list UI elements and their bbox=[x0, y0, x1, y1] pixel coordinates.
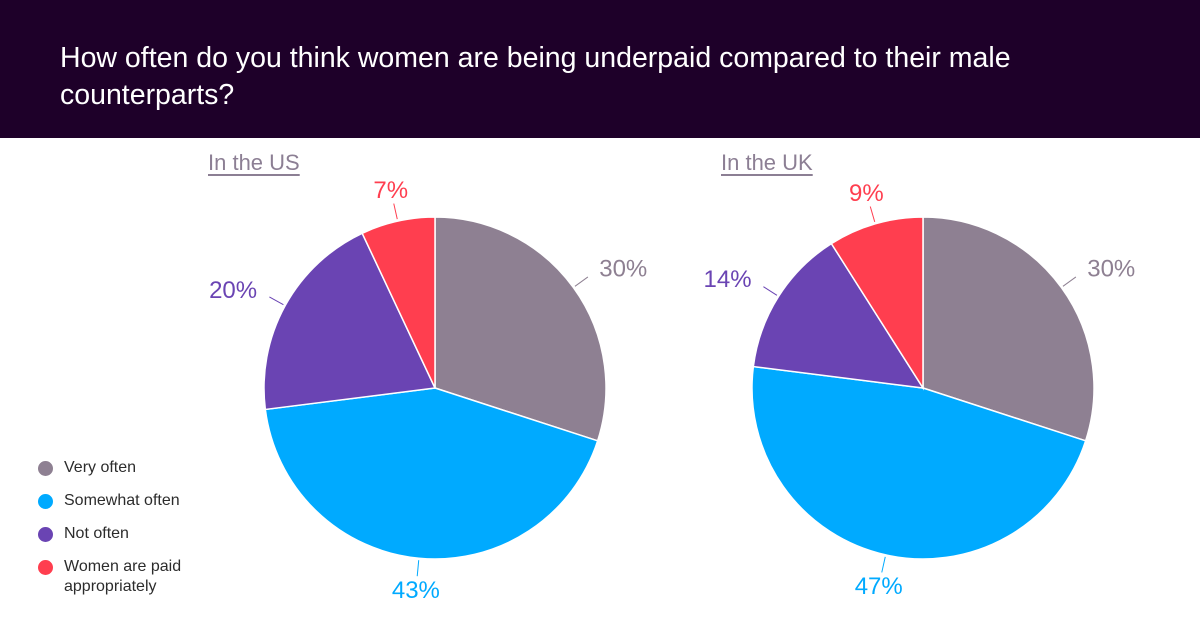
legend-swatch-paid-appropriately bbox=[38, 560, 53, 575]
us-chart-title: In the US bbox=[208, 150, 300, 175]
chart-title: How often do you think women are being u… bbox=[60, 42, 1011, 111]
legend-swatch-not-often bbox=[38, 527, 53, 542]
us-slice-very-often bbox=[434, 216, 607, 442]
uk-leader-somewhat-often bbox=[881, 556, 886, 573]
legend-swatch-somewhat-often bbox=[38, 494, 53, 509]
uk-leader-very-often bbox=[1062, 276, 1077, 287]
header-banner: How often do you think women are being u… bbox=[0, 0, 1200, 138]
us-slice-not-often bbox=[263, 232, 437, 411]
legend-label: Not often bbox=[64, 525, 129, 542]
uk-chart-title: In the UK bbox=[721, 150, 813, 175]
uk-data-label-somewhat-often: 47% bbox=[855, 573, 903, 600]
us-data-label-somewhat-often: 43% bbox=[392, 577, 440, 604]
us-slice-somewhat-often bbox=[264, 387, 599, 560]
us-leader-very-often bbox=[574, 276, 589, 287]
legend-label: Somewhat often bbox=[64, 492, 180, 509]
uk-data-label-very-often: 30% bbox=[1087, 256, 1135, 283]
legend: Very often Somewhat often Not often Wome… bbox=[38, 458, 228, 610]
legend-label: Very often bbox=[64, 459, 137, 476]
uk-slice-somewhat-often bbox=[751, 365, 1087, 560]
us-leader-paid-appropriately bbox=[393, 203, 398, 220]
legend-item-somewhat-often: Somewhat often bbox=[38, 491, 228, 511]
legend-item-paid-appropriately: Women are paid appropriately bbox=[38, 557, 228, 597]
us-data-label-not-often: 20% bbox=[209, 277, 257, 304]
us-leader-somewhat-often bbox=[416, 560, 420, 577]
uk-slice-very-often bbox=[922, 216, 1095, 442]
uk-slice-paid-appropriately bbox=[830, 216, 924, 391]
us-data-label-paid-appropriately: 7% bbox=[373, 177, 408, 204]
uk-data-label-not-often: 14% bbox=[704, 266, 752, 293]
legend-swatch-very-often bbox=[38, 461, 53, 476]
us-leader-not-often bbox=[269, 296, 284, 306]
us-slice-paid-appropriately bbox=[361, 216, 436, 389]
uk-slice-not-often bbox=[752, 242, 925, 389]
legend-item-very-often: Very often bbox=[38, 458, 228, 478]
uk-data-label-paid-appropriately: 9% bbox=[849, 180, 884, 207]
legend-label: Women are paid appropriately bbox=[64, 558, 182, 595]
uk-leader-not-often bbox=[763, 286, 778, 296]
us-data-label-very-often: 30% bbox=[599, 256, 647, 283]
uk-leader-paid-appropriately bbox=[869, 206, 876, 223]
legend-item-not-often: Not often bbox=[38, 524, 228, 544]
